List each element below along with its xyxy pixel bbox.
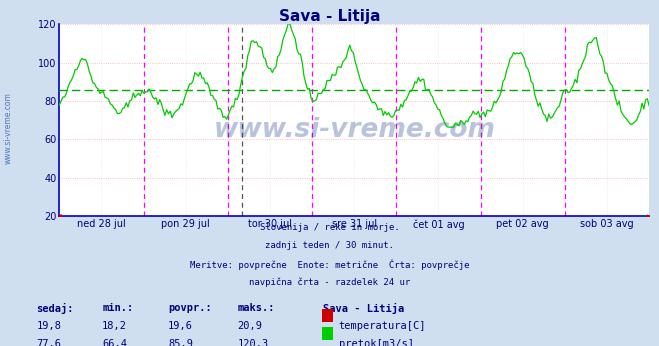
Text: 66,4: 66,4 xyxy=(102,339,127,346)
Text: min.:: min.: xyxy=(102,303,133,313)
Text: 18,2: 18,2 xyxy=(102,321,127,331)
Text: 120,3: 120,3 xyxy=(237,339,268,346)
Text: navpična črta - razdelek 24 ur: navpična črta - razdelek 24 ur xyxy=(249,277,410,286)
Text: temperatura[C]: temperatura[C] xyxy=(339,321,426,331)
Text: Sava - Litija: Sava - Litija xyxy=(279,9,380,24)
Text: 20,9: 20,9 xyxy=(237,321,262,331)
Text: 85,9: 85,9 xyxy=(168,339,193,346)
Text: maks.:: maks.: xyxy=(237,303,275,313)
Text: www.si-vreme.com: www.si-vreme.com xyxy=(3,92,13,164)
Text: Slovenija / reke in morje.: Slovenija / reke in morje. xyxy=(260,223,399,232)
Text: pretok[m3/s]: pretok[m3/s] xyxy=(339,339,414,346)
Text: zadnji teden / 30 minut.: zadnji teden / 30 minut. xyxy=(265,241,394,250)
Text: 19,6: 19,6 xyxy=(168,321,193,331)
Text: 77,6: 77,6 xyxy=(36,339,61,346)
Text: Sava - Litija: Sava - Litija xyxy=(323,303,404,314)
Text: povpr.:: povpr.: xyxy=(168,303,212,313)
Text: sedaj:: sedaj: xyxy=(36,303,74,314)
Text: www.si-vreme.com: www.si-vreme.com xyxy=(214,117,495,143)
Text: Meritve: povprečne  Enote: metrične  Črta: povprečje: Meritve: povprečne Enote: metrične Črta:… xyxy=(190,259,469,270)
Text: 19,8: 19,8 xyxy=(36,321,61,331)
